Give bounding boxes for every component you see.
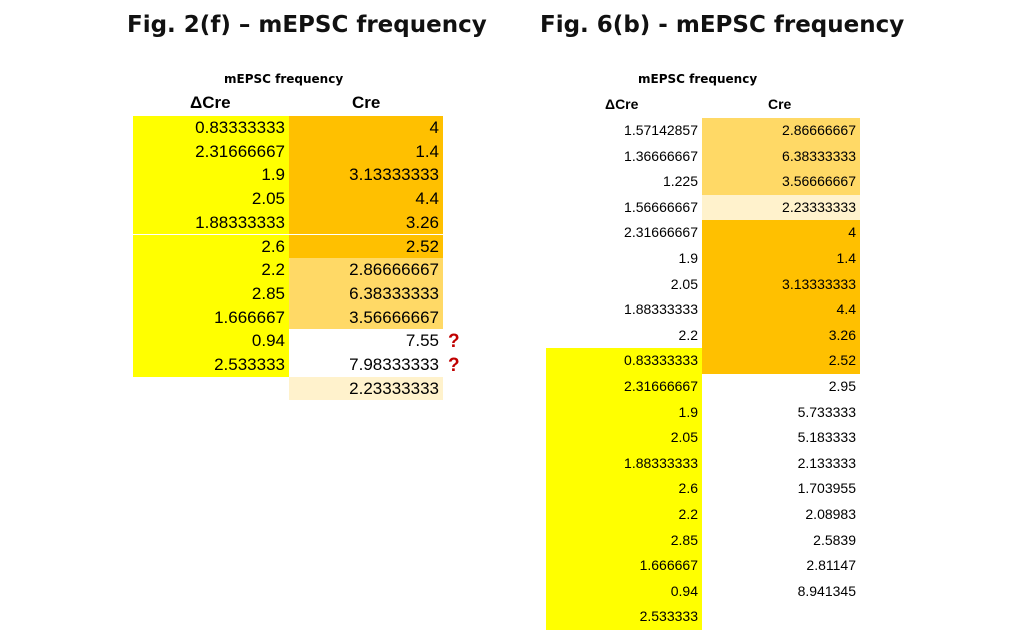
right-col2-cell: 4 xyxy=(702,220,860,246)
right-col1-cell: 1.56666667 xyxy=(546,194,702,221)
left-col2-cell: 2.52 xyxy=(289,234,443,259)
left-col2-cell: 7.98333333 xyxy=(289,353,443,377)
left-col2-cell: 1.4 xyxy=(289,139,443,164)
right-col1-cell: 1.36666667 xyxy=(546,143,702,170)
right-col2-cell: 2.95 xyxy=(702,374,860,400)
left-col1-cell: 2.85 xyxy=(133,281,289,306)
left-col2-cell: 3.56666667 xyxy=(289,305,443,330)
left-col2-cell: 2.23333333 xyxy=(289,376,443,401)
left-col1-cell: 2.31666667 xyxy=(133,139,289,164)
right-col1-cell: 2.6 xyxy=(546,476,702,502)
right-col2-cell: 2.5839 xyxy=(702,527,860,554)
left-col2-cell: 6.38333333 xyxy=(289,281,443,306)
left-col1-cell: 0.94 xyxy=(133,329,289,353)
right-col1-cell: 1.88333333 xyxy=(546,450,702,477)
left-col1-cell: 2.2 xyxy=(133,258,289,282)
right-col2-cell: 3.26 xyxy=(702,322,860,349)
left-question-mark: ? xyxy=(448,355,460,376)
right-col2-cell: 2.08983 xyxy=(702,502,860,528)
left-question-mark: ? xyxy=(448,331,460,353)
right-col2-cell: 1.4 xyxy=(702,246,860,272)
right-col2-cell: 3.13333333 xyxy=(702,271,860,298)
left-col1-cell: 0.83333333 xyxy=(133,116,289,140)
right-col2-cell: 8.941345 xyxy=(702,578,860,605)
right-col2-cell: 5.183333 xyxy=(702,425,860,451)
left-col1-cell: 1.88333333 xyxy=(133,210,289,235)
right-col1-cell: 0.94 xyxy=(546,578,702,605)
right-col2-cell: 1.703955 xyxy=(702,476,860,502)
right-col1-cell: 2.2 xyxy=(546,502,702,528)
right-col1-cell: 2.533333 xyxy=(546,604,702,630)
left-col2-cell: 2.86666667 xyxy=(289,258,443,282)
left-col2-cell: 4.4 xyxy=(289,187,443,211)
right-col2-cell: 6.38333333 xyxy=(702,143,860,170)
right-col2-cell: 5.733333 xyxy=(702,399,860,426)
right-col1-cell: 2.05 xyxy=(546,425,702,451)
right-col1-cell: 2.31666667 xyxy=(546,220,702,246)
right-col1-cell: 1.666667 xyxy=(546,553,702,579)
right-col1-cell: 1.9 xyxy=(546,246,702,272)
right-col1-cell: 2.2 xyxy=(546,322,702,349)
right-col1-cell: 1.9 xyxy=(546,399,702,426)
left-col1-cell: 1.9 xyxy=(133,163,289,188)
right-col1-cell: 0.83333333 xyxy=(546,348,702,374)
left-table-subtitle: mEPSC frequency xyxy=(224,72,344,86)
left-col2-cell: 3.13333333 xyxy=(289,163,443,188)
left-col1-cell: 2.533333 xyxy=(133,353,289,377)
right-col1-cell: 1.225 xyxy=(546,169,702,195)
right-col2-cell: 4.4 xyxy=(702,297,860,323)
left-col2-header: Cre xyxy=(352,93,381,112)
right-figure-title: Fig. 6(b) - mEPSC frequency xyxy=(540,12,905,38)
right-col2-cell: 2.52 xyxy=(702,348,860,374)
right-col1-cell: 1.57142857 xyxy=(546,118,702,144)
left-col2-cell: 4 xyxy=(289,116,443,140)
left-col1-header: ΔCre xyxy=(190,93,231,112)
right-col2-cell: 2.81147 xyxy=(702,553,860,579)
right-col1-cell: 2.05 xyxy=(546,271,702,298)
left-col1-cell: 2.6 xyxy=(133,234,289,259)
left-col2-cell: 7.55 xyxy=(289,329,443,353)
right-col1-cell: 2.85 xyxy=(546,527,702,554)
right-col1-cell: 1.88333333 xyxy=(546,297,702,323)
left-figure-title: Fig. 2(f) – mEPSC frequency xyxy=(127,12,487,38)
right-col1-header: ΔCre xyxy=(605,96,639,112)
right-col1-cell: 2.31666667 xyxy=(546,374,702,400)
left-col1-cell: 2.05 xyxy=(133,187,289,211)
right-col2-cell: 2.133333 xyxy=(702,450,860,477)
right-col2-cell: 2.23333333 xyxy=(702,194,860,221)
right-col2-cell: 2.86666667 xyxy=(702,118,860,144)
right-table-subtitle: mEPSC frequency xyxy=(638,72,758,86)
left-col1-cell: 1.666667 xyxy=(133,305,289,330)
right-col2-cell: 3.56666667 xyxy=(702,169,860,195)
right-col2-header: Cre xyxy=(768,96,792,112)
left-col2-cell: 3.26 xyxy=(289,210,443,235)
